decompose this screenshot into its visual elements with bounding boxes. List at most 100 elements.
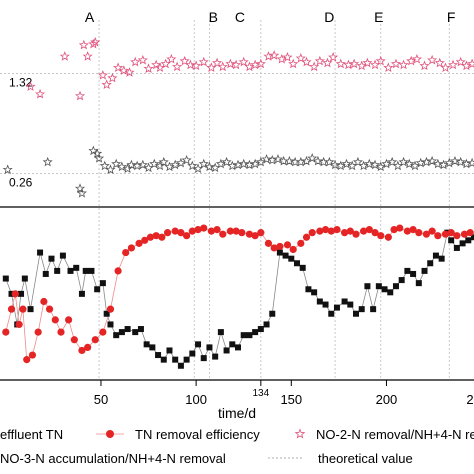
no3-ratio-point [149, 158, 160, 169]
no3-ratio-point [111, 158, 122, 169]
effluent-tn-point [2, 275, 9, 282]
effluent-tn-point [73, 264, 80, 271]
no3-ratio-point [132, 160, 143, 171]
effluent-tn-point [375, 283, 382, 290]
tn-removal-point [127, 244, 136, 252]
effluent-tn-point [54, 267, 61, 274]
no2-ratio-point [250, 59, 261, 70]
no2-ratio-point [288, 58, 299, 69]
tn-removal-point [141, 236, 149, 244]
tn-removal-point [321, 225, 330, 234]
tn-removal-point [158, 233, 166, 241]
effluent-tn-point [155, 352, 162, 359]
tn-removal-point [45, 305, 54, 313]
tn-removal-point [146, 233, 155, 241]
no3-ratio-point [467, 157, 474, 168]
no2-ratio-point [375, 55, 386, 66]
effluent-tn-point [316, 298, 323, 305]
legend-circle-marker [106, 430, 114, 438]
no3-ratio-point [352, 156, 363, 167]
effluent-tn-point [88, 267, 95, 274]
no2-ratio-point [411, 53, 422, 64]
effluent-tn-point [235, 344, 241, 351]
no2-ratio-point [335, 58, 346, 69]
tn-removal-point [183, 232, 191, 240]
tn-removal-point [422, 230, 431, 238]
no2-ratio-point [244, 61, 255, 72]
effluent-tn-point [252, 329, 259, 336]
no2-ratio-point [191, 60, 202, 71]
no3-ratio-point [409, 160, 421, 171]
no3-ratio-point [143, 162, 154, 173]
tn-removal-point [200, 224, 208, 232]
x-tick-label: 150 [280, 392, 302, 407]
no2-ratio-point [166, 53, 177, 64]
tn-removal-point [232, 227, 240, 235]
phase-label-f: F [447, 9, 456, 25]
phase-label-e: E [374, 9, 383, 25]
tn-removal-point [238, 229, 246, 237]
no3-ratio-point [244, 159, 255, 170]
effluent-tn-point [67, 267, 74, 274]
no3-ratio-point [347, 160, 358, 171]
effluent-tn-point [206, 344, 213, 351]
no2-ratio-point [461, 60, 472, 71]
effluent-tn-point [94, 286, 101, 293]
tn-removal-point [194, 225, 202, 234]
tn-removal-point [384, 233, 392, 241]
no2-ratio-point [255, 58, 266, 69]
no3-ratio-point [364, 158, 375, 169]
effluent-tn-point [358, 306, 365, 313]
no3-ratio-point [187, 160, 198, 171]
no2-ratio-point [448, 59, 459, 70]
no3-ratio-point [76, 187, 87, 198]
no3-ratio-point [295, 156, 306, 167]
no2-ratio-point [434, 57, 445, 68]
no2-ratio-point [59, 51, 70, 61]
tn-removal-point [2, 328, 10, 336]
bottom-panel-series [2, 224, 474, 369]
no2-ratio-point [154, 62, 166, 73]
effluent-tn-point [257, 326, 264, 333]
no3-ratio-point [387, 156, 398, 167]
effluent-tn-point [294, 260, 300, 267]
effluent-tn-point [107, 321, 114, 328]
effluent-tn-point [263, 321, 270, 328]
phase-labels: ABCDEFG [85, 9, 456, 25]
tn-removal-point [57, 328, 65, 336]
effluent-tn-point [353, 310, 359, 317]
effluent-tn-point [223, 347, 230, 354]
no3-ratio-point [284, 155, 295, 166]
effluent-tn-point [269, 310, 276, 317]
effluent-tn-point [448, 237, 455, 244]
tn-removal-point [302, 233, 311, 241]
effluent-tn-point [387, 289, 394, 296]
phase-boundaries [98, 20, 450, 380]
effluent-tn-point [438, 255, 445, 262]
tn-removal-point [434, 232, 442, 240]
effluent-tn-point [149, 344, 156, 351]
effluent-tn-point [8, 290, 15, 297]
no3-ratio-point [375, 161, 386, 172]
no2-ratio-point [301, 56, 312, 67]
no3-ratio-point [88, 145, 99, 156]
no3-ratio-point [427, 155, 438, 166]
no3-ratio-point [301, 155, 312, 166]
tn-removal-point [7, 305, 16, 313]
tn-removal-point [19, 305, 27, 313]
effluent-tn-point [137, 326, 144, 333]
tn-removal-point [11, 290, 19, 298]
legend-entry: TN removal efficiency [96, 427, 260, 442]
tn-removal-point [152, 232, 160, 240]
tn-removal-point [466, 229, 474, 237]
effluent-tn-point [415, 280, 422, 287]
no2-ratio-point [185, 59, 196, 70]
tn-removal-point [171, 227, 179, 235]
no2-ratio-point [217, 61, 228, 72]
x-tick-label: 50 [94, 392, 108, 407]
effluent-tn-point [299, 264, 306, 271]
tn-removal-point [346, 227, 354, 235]
legend-label: theoretical value [318, 451, 413, 466]
no2-ratio-point [172, 61, 183, 72]
effluent-tn-point [311, 289, 318, 296]
